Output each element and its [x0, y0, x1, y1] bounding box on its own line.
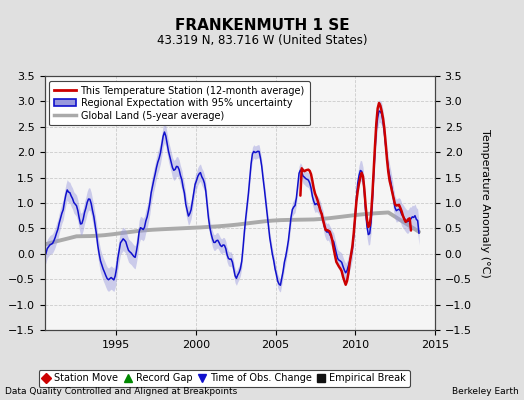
- Text: Berkeley Earth: Berkeley Earth: [452, 387, 519, 396]
- Text: Data Quality Controlled and Aligned at Breakpoints: Data Quality Controlled and Aligned at B…: [5, 387, 237, 396]
- Legend: Station Move, Record Gap, Time of Obs. Change, Empirical Break: Station Move, Record Gap, Time of Obs. C…: [39, 370, 410, 387]
- Y-axis label: Temperature Anomaly (°C): Temperature Anomaly (°C): [480, 129, 490, 277]
- Text: FRANKENMUTH 1 SE: FRANKENMUTH 1 SE: [174, 18, 350, 33]
- Text: 43.319 N, 83.716 W (United States): 43.319 N, 83.716 W (United States): [157, 34, 367, 47]
